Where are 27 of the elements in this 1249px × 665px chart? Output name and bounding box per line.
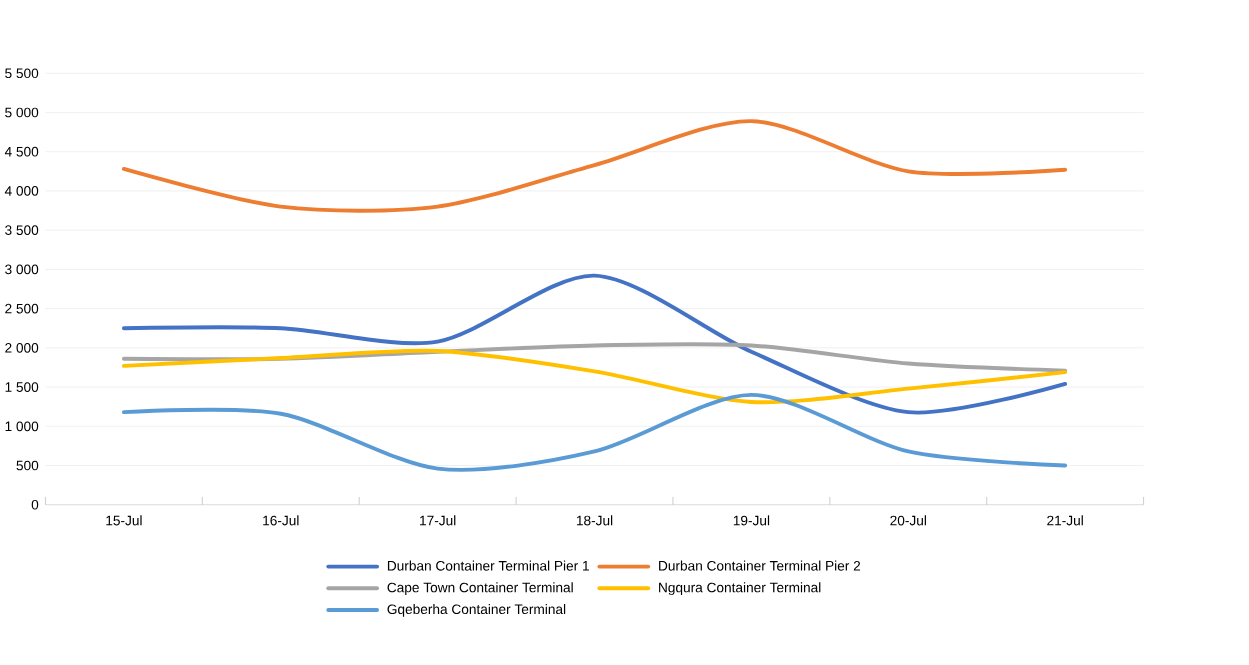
y-tick-label: 1 500 bbox=[5, 382, 39, 393]
x-tick-label: 19-Jul bbox=[733, 515, 770, 526]
x-tick-label: 18-Jul bbox=[576, 515, 613, 526]
line-series bbox=[121, 348, 1068, 405]
line-series bbox=[121, 273, 1068, 415]
legend-label: Gqeberha Container Terminal bbox=[387, 604, 566, 617]
line-series bbox=[121, 393, 1068, 472]
x-tick-label: 16-Jul bbox=[263, 515, 299, 526]
x-tick-label: 17-Jul bbox=[420, 515, 456, 526]
y-tick-label: 2 500 bbox=[5, 303, 39, 314]
legend-label: Durban Container Terminal Pier 2 bbox=[659, 560, 861, 571]
x-tick-label: 15-Jul bbox=[106, 515, 142, 526]
x-tick-label: 20-Jul bbox=[890, 515, 926, 526]
y-tick-label: 4 000 bbox=[4, 186, 39, 196]
y-tick-label: 3 500 bbox=[5, 225, 39, 236]
y-tick-label: 5 500 bbox=[5, 68, 39, 79]
y-tick-label: 0 bbox=[31, 499, 39, 510]
y-tick-label: 5 000 bbox=[5, 107, 39, 118]
y-tick-label: 500 bbox=[16, 460, 39, 471]
y-tick-label: 2 000 bbox=[5, 343, 39, 353]
legend-label: Durban Container Terminal Pier 1 bbox=[387, 560, 589, 571]
x-tick-label: 21-Jul bbox=[1047, 515, 1083, 526]
y-tick-label: 4 500 bbox=[4, 146, 39, 157]
legend-label: Cape Town Container Terminal bbox=[387, 582, 573, 596]
legend-label: Ngqura Container Terminal bbox=[659, 582, 821, 596]
y-tick-label: 1 000 bbox=[5, 421, 39, 432]
y-tick-label: 3 000 bbox=[5, 264, 39, 275]
